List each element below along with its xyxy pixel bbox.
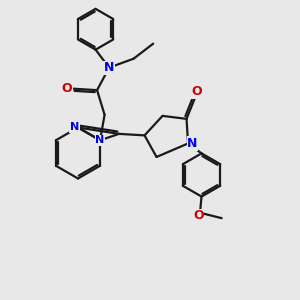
Text: N: N <box>188 137 198 150</box>
Text: N: N <box>104 61 114 74</box>
Text: N: N <box>95 135 105 145</box>
Text: O: O <box>192 85 203 98</box>
Text: N: N <box>70 122 79 133</box>
Text: O: O <box>62 82 72 95</box>
Text: O: O <box>193 209 204 222</box>
